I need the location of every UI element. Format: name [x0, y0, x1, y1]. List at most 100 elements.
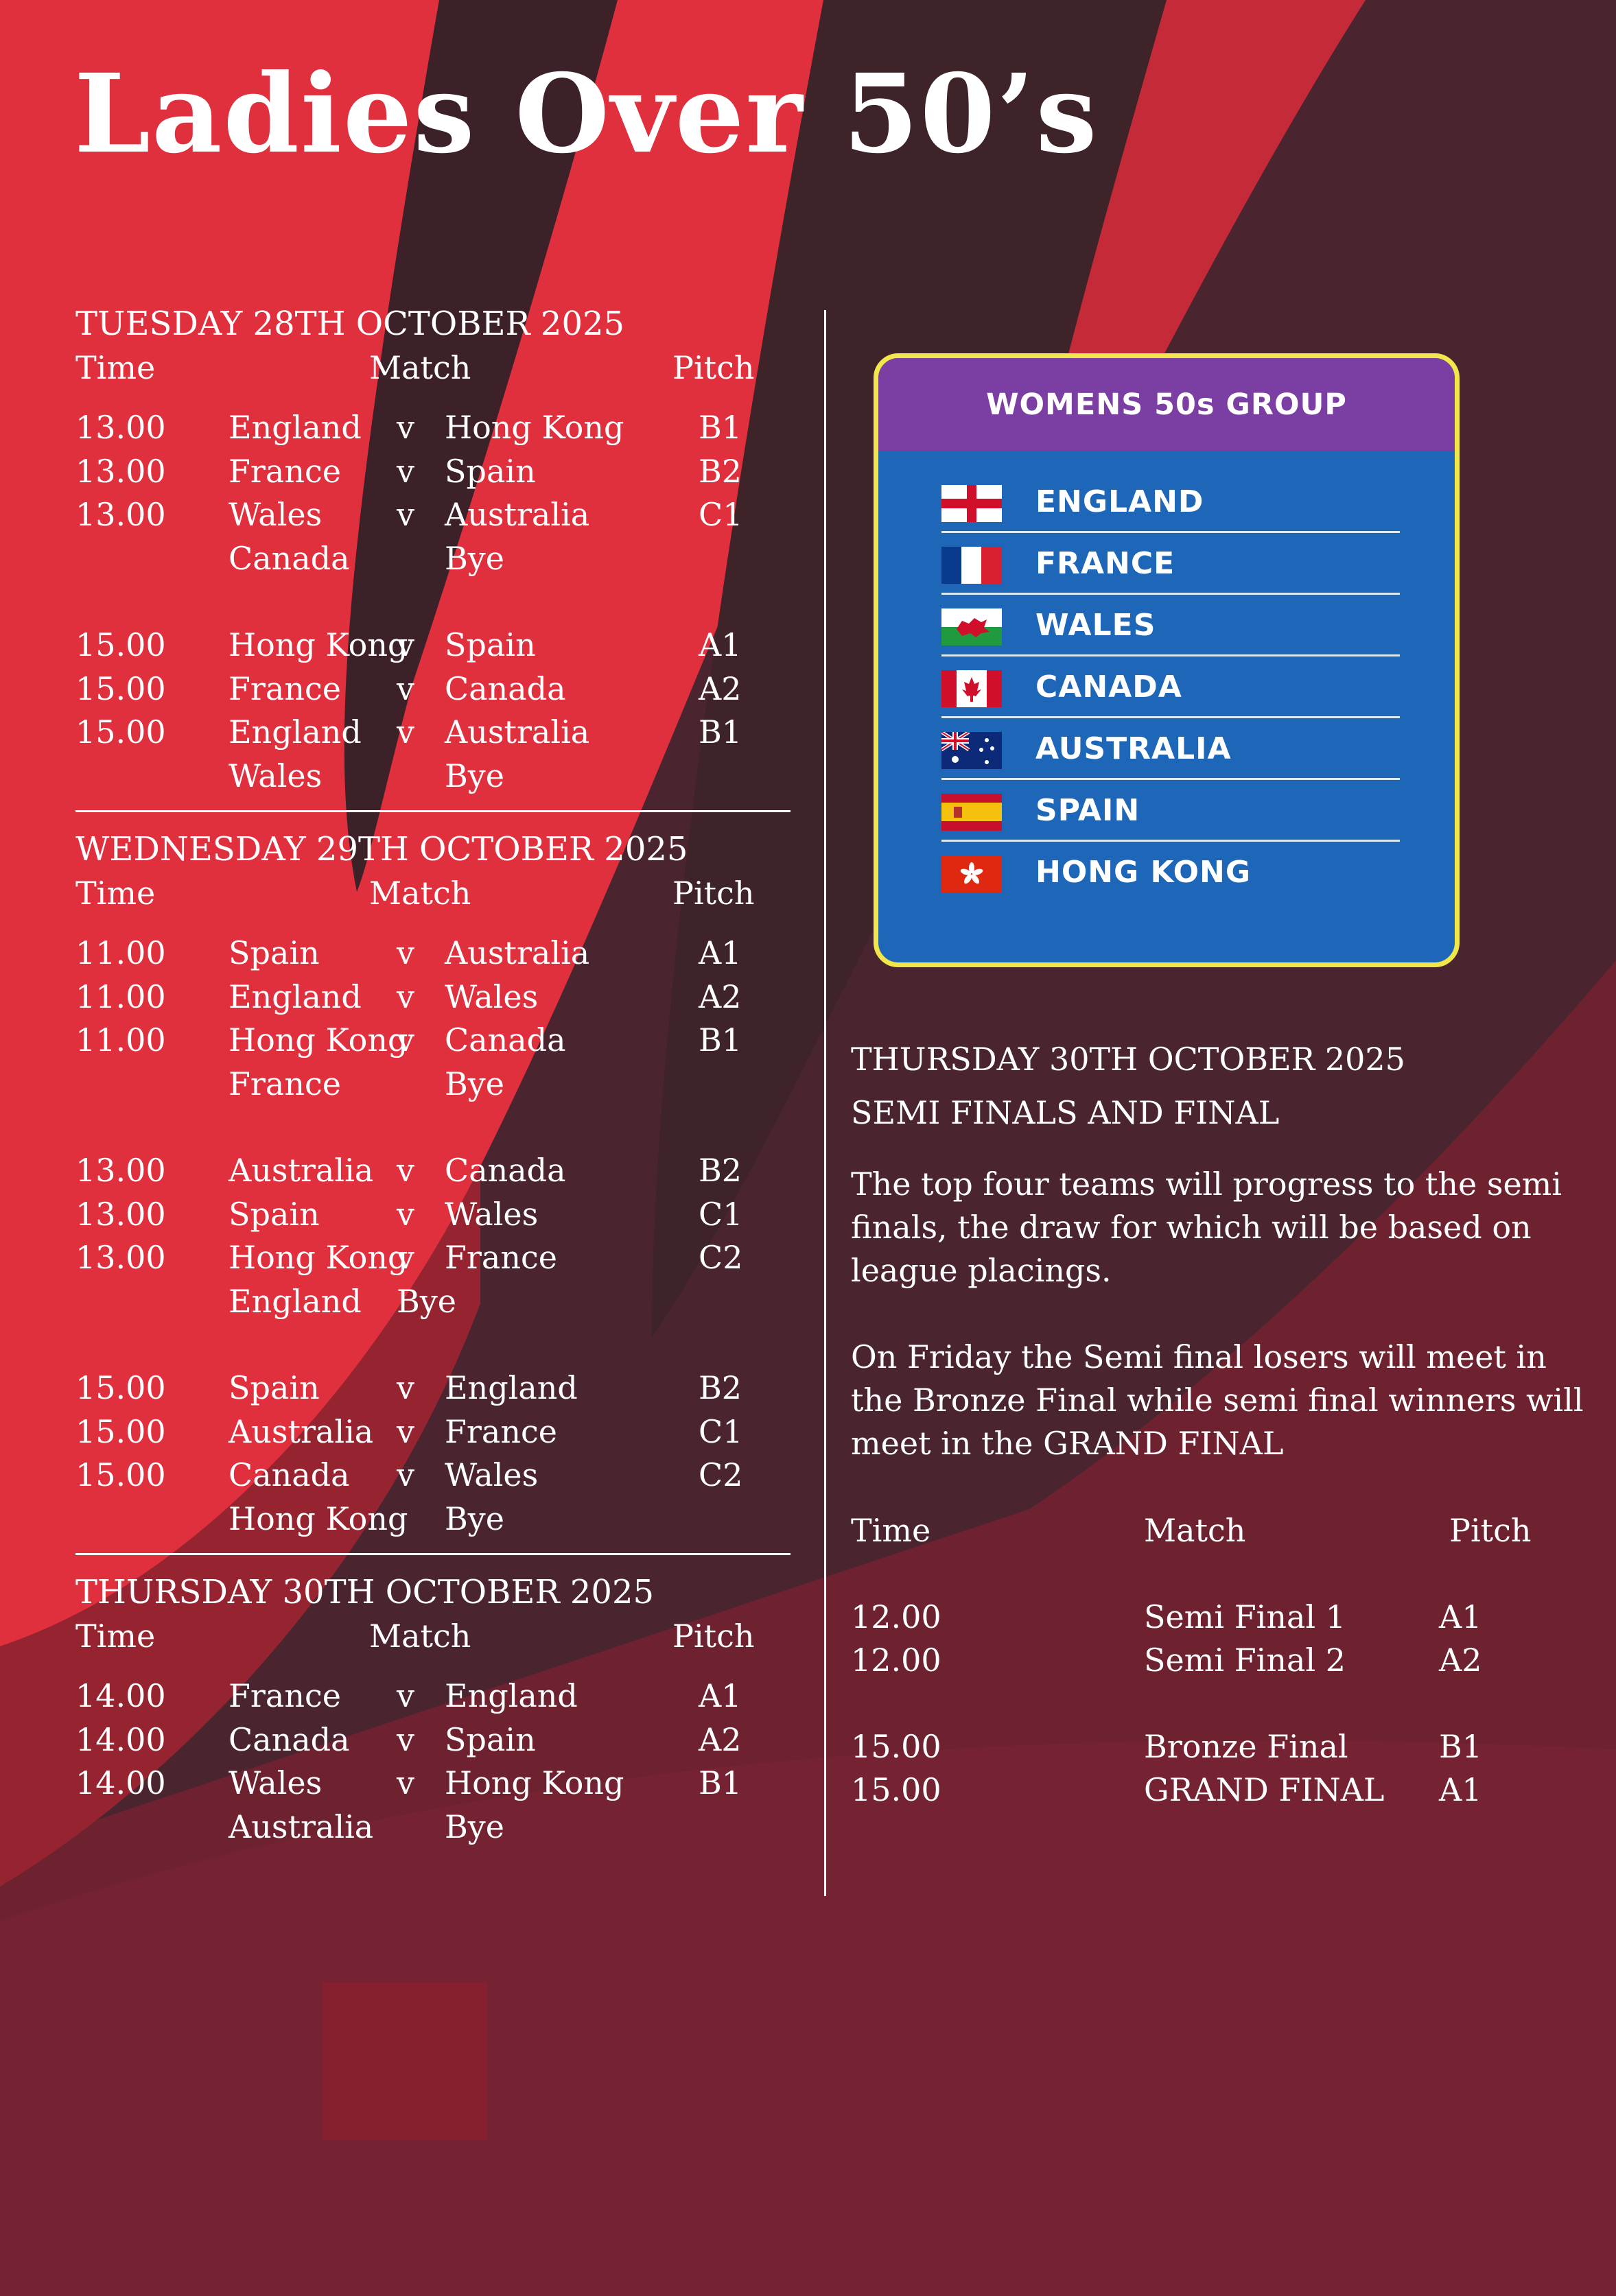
bye-team: Wales: [229, 757, 323, 794]
team-name: ENGLAND: [1035, 484, 1204, 519]
fixture-time: 15.00: [851, 1728, 941, 1765]
pitch: B1: [1439, 1728, 1483, 1765]
home-team: Spain: [229, 1369, 320, 1406]
away-team: Canada: [445, 1152, 566, 1189]
bye-row: Wales Bye: [75, 755, 793, 798]
home-team: Australia: [229, 1152, 374, 1189]
match-header: Match: [1144, 1512, 1246, 1549]
fixture-row: 13.00 Hong Kong v France C2: [75, 1236, 793, 1280]
finals-intro-text: The top four teams will progress to the …: [851, 1165, 1562, 1289]
fixture-row: 11.00 England v Wales A2: [75, 975, 793, 1019]
away-team: Australia: [445, 934, 590, 971]
pitch: C2: [699, 1456, 743, 1493]
day-heading: WEDNESDAY 29TH OCTOBER 2025: [75, 830, 688, 868]
away-team: Australia: [445, 713, 590, 750]
section-divider: [75, 810, 791, 812]
versus: v: [397, 670, 414, 707]
home-team: France: [229, 452, 341, 490]
fixture-time: 13.00: [75, 496, 166, 533]
pitch: A1: [1439, 1771, 1482, 1808]
match-header: Match: [369, 875, 471, 912]
team-name: FRANCE: [1035, 546, 1175, 581]
fixture-row: 11.00 Hong Kong v Canada B1: [75, 1019, 793, 1063]
match-header: Match: [369, 1618, 471, 1655]
pitch-header: Pitch: [672, 1618, 755, 1655]
fixture-row: 13.00 Wales v Australia C1: [75, 493, 793, 537]
bye-team: France: [229, 1065, 341, 1102]
fixture-row: 13.00 Spain v Wales C1: [75, 1193, 793, 1237]
time-header: Time: [75, 1618, 156, 1655]
fixture-time: 14.00: [75, 1764, 166, 1801]
column-headers: Time Match Pitch: [75, 871, 793, 915]
home-team: Canada: [229, 1456, 350, 1493]
away-team: France: [445, 1239, 557, 1276]
bye-row: France Bye: [75, 1063, 793, 1106]
fixture-time: 15.00: [75, 1369, 166, 1406]
pitch: B1: [699, 409, 742, 446]
time-header: Time: [75, 349, 156, 386]
away-team: France: [445, 1412, 557, 1450]
pitch: A1: [699, 626, 742, 663]
pitch: B2: [699, 452, 742, 490]
page-title: Ladies Over 50’s: [74, 51, 1099, 178]
fixture-time: 15.00: [75, 1456, 166, 1493]
finals-row: 15.00 GRAND FINAL A1: [851, 1768, 1592, 1812]
pitch: C2: [699, 1239, 743, 1276]
home-team: Hong Kong: [229, 1239, 408, 1276]
bye-label: Bye: [397, 1282, 457, 1320]
group-team-australia: AUSTRALIA: [941, 718, 1400, 780]
fixture-row: 15.00 France v Canada A2: [75, 667, 793, 711]
fixture-time: 15.00: [75, 713, 166, 750]
bye-label: Bye: [445, 757, 505, 794]
versus: v: [397, 713, 414, 750]
versus: v: [397, 1764, 414, 1801]
match-name: Bronze Final: [1144, 1728, 1348, 1765]
away-team: Spain: [445, 626, 536, 663]
away-team: England: [445, 1677, 578, 1714]
finals-row: 15.00 Bronze Final B1: [851, 1725, 1592, 1768]
pitch: A2: [699, 670, 742, 707]
column-headers: Time Match Pitch: [75, 1614, 793, 1658]
pitch: A1: [699, 1677, 742, 1714]
away-team: England: [445, 1369, 578, 1406]
versus: v: [397, 1412, 414, 1450]
finals-info-text: On Friday the Semi final losers will mee…: [851, 1338, 1584, 1462]
fixture-row: 13.00 France v Spain B2: [75, 450, 793, 494]
fixture-row: 14.00 Canada v Spain A2: [75, 1718, 793, 1762]
pitch: A2: [699, 978, 742, 1015]
group-team-list: ENGLAND FRANCE WALES CANA: [878, 451, 1455, 903]
fixture-time: 12.00: [851, 1642, 941, 1679]
fixture-time: 15.00: [75, 1412, 166, 1450]
team-name: SPAIN: [1035, 793, 1140, 828]
away-team: Spain: [445, 1720, 536, 1758]
group-card: WOMENS 50s GROUP ENGLAND FRANCE WALES: [874, 353, 1460, 967]
versus: v: [397, 1239, 414, 1276]
away-team: Wales: [445, 1456, 539, 1493]
match-header: Match: [369, 349, 471, 386]
bye-team: Australia: [229, 1808, 374, 1845]
bye-label: Bye: [445, 1808, 505, 1845]
versus: v: [397, 1021, 414, 1058]
finals-column-headers: Time Match Pitch: [851, 1508, 1592, 1552]
pitch: C1: [699, 1412, 743, 1450]
finals-row: 12.00 Semi Final 2 A2: [851, 1639, 1592, 1682]
group-stage-schedule: TUESDAY 28TH OCTOBER 2025 Time Match Pit…: [75, 302, 793, 1849]
time-header: Time: [75, 875, 156, 912]
day-heading: THURSDAY 30TH OCTOBER 2025: [75, 1573, 655, 1611]
versus: v: [397, 1152, 414, 1189]
away-team: Canada: [445, 1021, 566, 1058]
versus: v: [397, 496, 414, 533]
fixture-time: 11.00: [75, 934, 166, 971]
france-flag-icon: [941, 547, 1002, 584]
day-heading: TUESDAY 28TH OCTOBER 2025: [75, 305, 625, 343]
fixture-time: 11.00: [75, 978, 166, 1015]
finals-row: 12.00 Semi Final 1 A1: [851, 1596, 1592, 1639]
home-team: Canada: [229, 1720, 350, 1758]
away-team: Spain: [445, 452, 536, 490]
away-team: Hong Kong: [445, 1764, 624, 1801]
bye-row: Hong Kong Bye: [75, 1498, 793, 1541]
home-team: England: [229, 713, 362, 750]
hong-kong-flag-icon: [941, 855, 1002, 892]
time-header: Time: [851, 1512, 931, 1549]
